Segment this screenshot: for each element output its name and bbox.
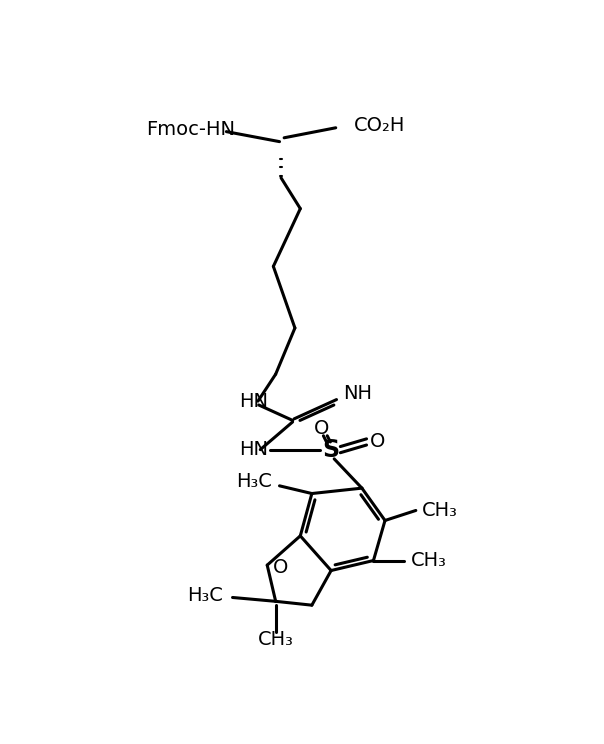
Text: S: S	[323, 437, 339, 461]
Text: H₃C: H₃C	[187, 586, 223, 606]
Text: O: O	[370, 432, 385, 452]
Text: H₃C: H₃C	[236, 472, 272, 492]
Text: HN: HN	[239, 440, 268, 459]
Text: CO₂H: CO₂H	[354, 116, 405, 135]
Text: O: O	[274, 558, 289, 577]
Text: HN: HN	[239, 391, 268, 411]
Text: CH₃: CH₃	[258, 630, 294, 650]
Text: NH: NH	[342, 384, 371, 403]
Text: Fmoc-HN: Fmoc-HN	[147, 120, 236, 139]
Text: CH₃: CH₃	[422, 501, 458, 520]
Text: CH₃: CH₃	[411, 551, 446, 570]
Text: O: O	[314, 419, 330, 437]
